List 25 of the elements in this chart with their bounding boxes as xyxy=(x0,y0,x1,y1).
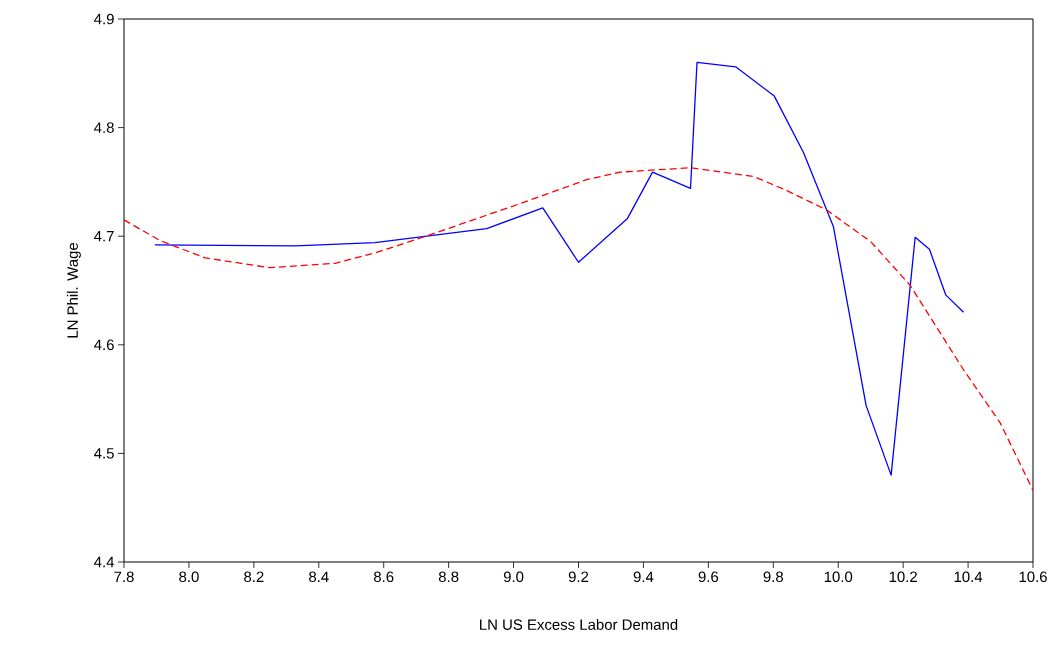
y-axis-title: LN Phil. Wage xyxy=(66,242,81,338)
x-tick-label: 8.2 xyxy=(244,571,264,583)
x-tick-label: 9.0 xyxy=(503,571,524,583)
x-tick-label: 9.8 xyxy=(763,571,784,583)
x-tick-label: 8.0 xyxy=(179,571,199,583)
x-tick-label: 8.8 xyxy=(438,571,459,583)
y-tick-label: 4.5 xyxy=(94,448,114,459)
x-tick-label: 7.8 xyxy=(114,571,134,583)
x-tick-label: 8.6 xyxy=(373,571,394,583)
x-tick-label: 10.4 xyxy=(954,571,983,583)
x-tick-label: 10.2 xyxy=(889,571,917,583)
y-tick-label: 4.7 xyxy=(94,231,114,242)
x-axis-title: LN US Excess Labor Demand xyxy=(480,618,678,630)
y-tick-label: 4.4 xyxy=(94,556,115,568)
y-tick-label: 4.6 xyxy=(94,339,114,351)
line-series xyxy=(154,61,965,476)
x-tick-label: 8.4 xyxy=(309,571,329,583)
x-tick-label: 10.6 xyxy=(1019,571,1047,583)
x-tick-label: 9.2 xyxy=(568,571,589,583)
x-tick-label: 9.4 xyxy=(633,571,654,583)
line-series xyxy=(124,167,1034,491)
y-tick-label: 4.8 xyxy=(94,122,114,133)
y-tick-label: 4.9 xyxy=(94,13,114,25)
x-tick-label: 10.0 xyxy=(824,571,853,583)
x-tick-label: 9.6 xyxy=(698,571,719,583)
